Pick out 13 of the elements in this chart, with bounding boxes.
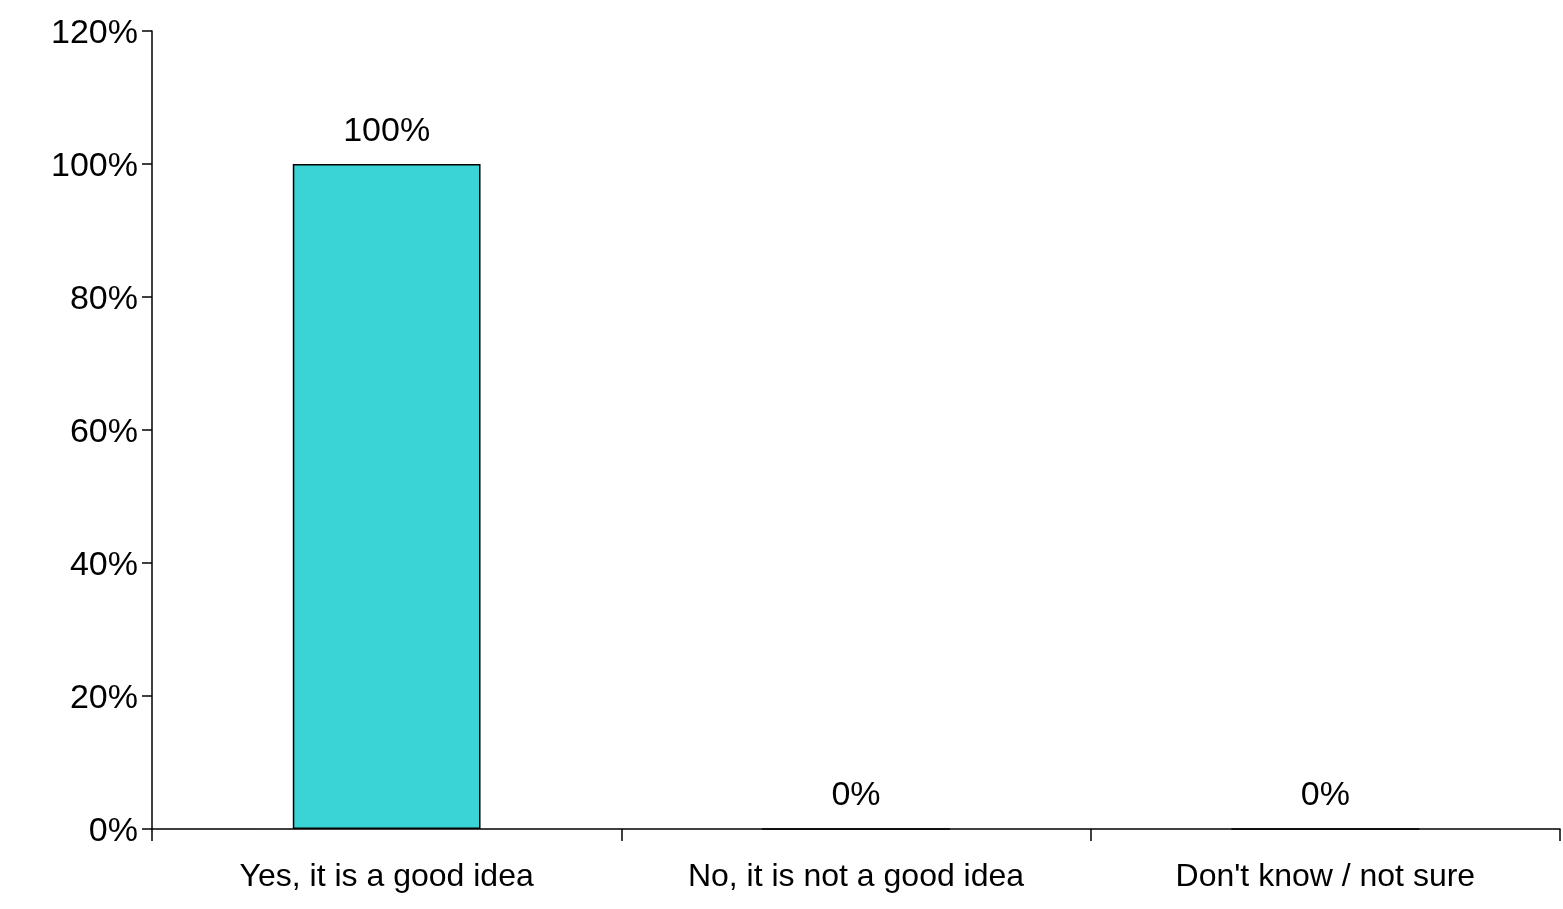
x-tick-label: Yes, it is a good idea — [239, 857, 534, 893]
data-label: 0% — [1300, 774, 1350, 813]
y-tick-label: 40% — [69, 544, 138, 582]
y-tick-label: 80% — [69, 278, 138, 316]
x-tick-label: No, it is not a good idea — [687, 857, 1025, 893]
x-tick-label: Don't know / not sure — [1175, 857, 1476, 893]
y-tick-label: 100% — [51, 145, 138, 183]
y-tick-label: 120% — [51, 12, 138, 50]
data-label: 0% — [831, 774, 881, 813]
data-label: 100% — [343, 110, 431, 148]
y-tick-label: 20% — [69, 677, 138, 715]
y-tick-label: 60% — [69, 411, 138, 449]
y-tick-label: 0% — [88, 810, 138, 848]
